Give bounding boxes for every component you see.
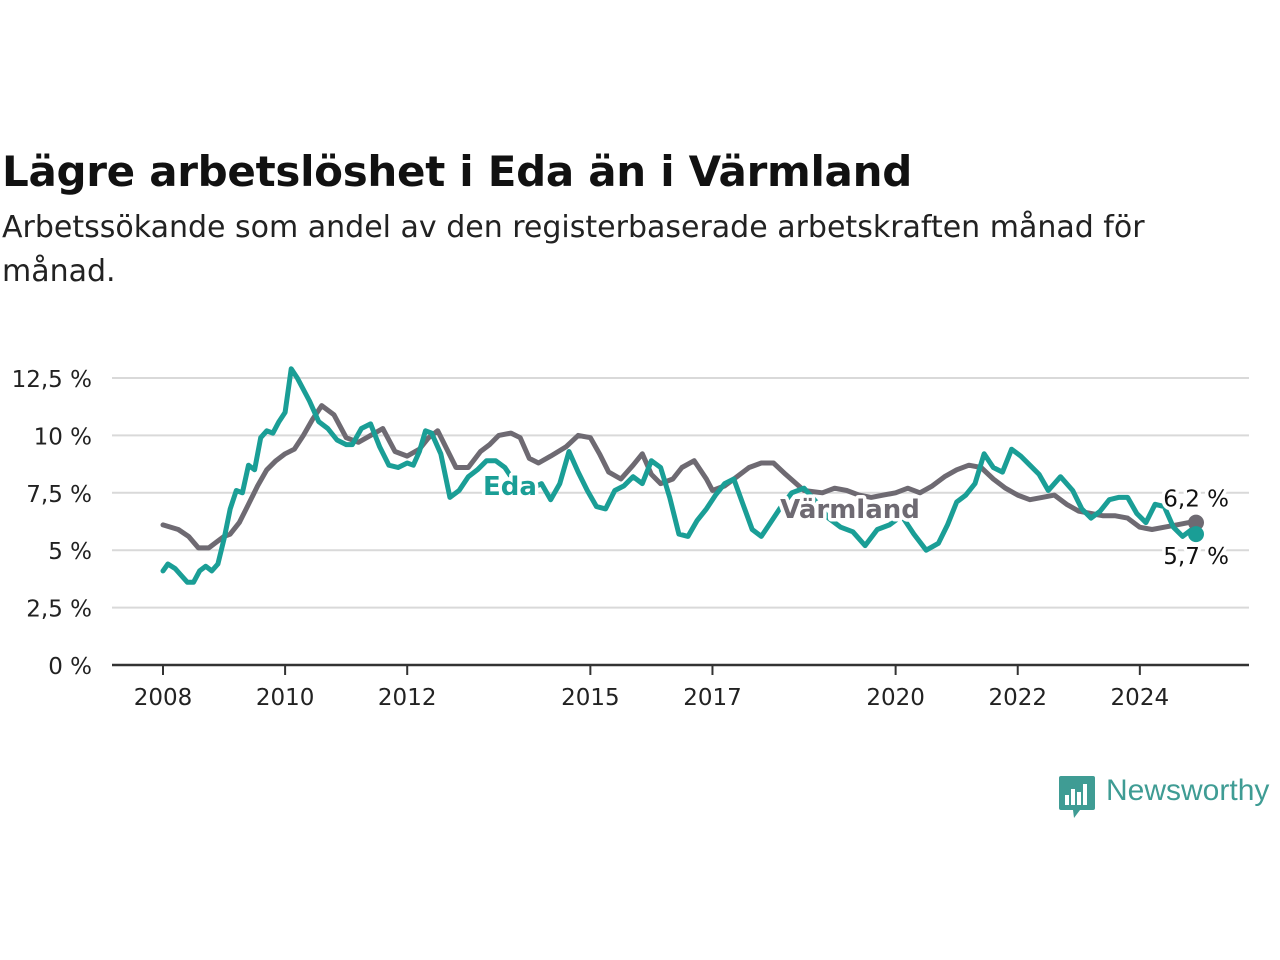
end-point-marker bbox=[1188, 526, 1204, 543]
newsworthy-chart-bubble-icon bbox=[1059, 776, 1095, 818]
end-value-label-eda: 5,7 % bbox=[1163, 544, 1229, 570]
series-label-varmland: Värmland bbox=[780, 495, 920, 525]
x-tick-label: 2015 bbox=[561, 685, 620, 711]
x-tick-label: 2022 bbox=[988, 685, 1047, 711]
series-lines bbox=[160, 366, 1199, 585]
series-line-eda bbox=[160, 366, 1199, 585]
series-label-varmland-halo: Värmland bbox=[780, 495, 920, 525]
x-axis-ticks: 2008 2010 2012 2015 2017 2020 2022 2024 bbox=[134, 665, 1169, 711]
x-tick-label: 2008 bbox=[134, 685, 193, 711]
series-label-eda-halo: Eda bbox=[483, 472, 537, 502]
y-tick-label: 12,5 % bbox=[12, 367, 92, 393]
y-tick-label: 2,5 % bbox=[26, 597, 92, 623]
end-value-label-varmland-halo: 6,2 % bbox=[1163, 487, 1229, 513]
gridlines bbox=[112, 377, 1249, 609]
x-tick-label: 2017 bbox=[683, 685, 742, 711]
end-value-label-eda-halo: 5,7 % bbox=[1163, 544, 1229, 570]
y-axis-tick-labels: 0 % 2,5 % 5 % 7,5 % 10 % 12,5 % bbox=[12, 367, 92, 680]
x-tick-label: 2024 bbox=[1111, 685, 1170, 711]
y-tick-label: 0 % bbox=[48, 654, 92, 680]
chart-subtitle: Arbetssökande som andel av den registerb… bbox=[2, 210, 1145, 289]
end-point-marker bbox=[1188, 514, 1204, 531]
series-label-eda: Eda bbox=[483, 472, 537, 502]
y-tick-label: 5 % bbox=[48, 539, 92, 565]
chart-title: Lägre arbetslöshet i Eda än i Värmland bbox=[2, 147, 912, 196]
y-tick-label: 10 % bbox=[34, 424, 92, 450]
series-line-vrmland bbox=[160, 403, 1199, 551]
newsworthy-logo[interactable]: Newsworthy bbox=[1058, 772, 1278, 822]
end-value-label-varmland: 6,2 % bbox=[1163, 487, 1229, 513]
brand-name: Newsworthy bbox=[1106, 774, 1270, 807]
y-tick-label: 7,5 % bbox=[26, 482, 92, 508]
x-tick-label: 2010 bbox=[256, 685, 315, 711]
x-tick-label: 2020 bbox=[866, 685, 925, 711]
x-tick-label: 2012 bbox=[378, 685, 437, 711]
